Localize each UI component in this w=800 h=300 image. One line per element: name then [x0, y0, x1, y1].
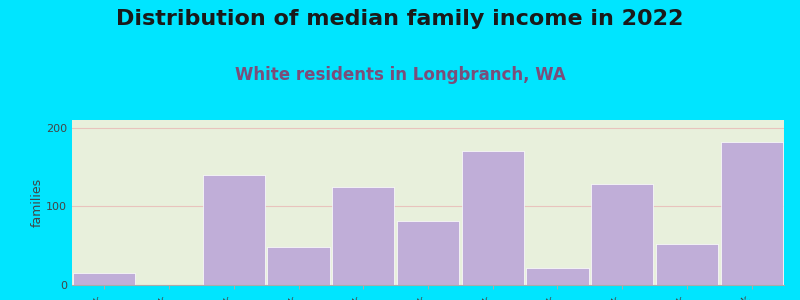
Bar — [332, 187, 394, 285]
Bar — [462, 152, 524, 285]
Text: White residents in Longbranch, WA: White residents in Longbranch, WA — [234, 66, 566, 84]
Bar — [721, 142, 782, 285]
Y-axis label: families: families — [30, 178, 43, 227]
Bar — [267, 247, 330, 285]
Bar — [74, 273, 135, 285]
Bar — [202, 175, 265, 285]
Bar — [656, 244, 718, 285]
Bar — [591, 184, 654, 285]
Bar — [397, 220, 459, 285]
Text: Distribution of median family income in 2022: Distribution of median family income in … — [116, 9, 684, 29]
Bar — [526, 268, 589, 285]
